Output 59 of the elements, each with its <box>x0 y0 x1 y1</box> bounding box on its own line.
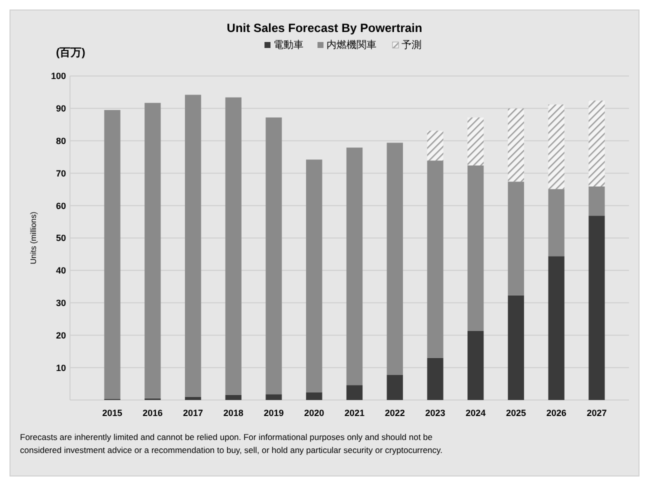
y-tick-label: 50 <box>56 233 66 244</box>
y-tick-label: 20 <box>56 330 66 340</box>
x-tick-label: 2020 <box>304 408 324 418</box>
legend-label: 内燃機関車 <box>326 39 376 51</box>
bar <box>468 165 484 331</box>
text: Forecasts are inherently limited and cannot be relied upon. For informational purposes only and should not be considered investment advice or a recommendation to buy, sell, or hold any particular security or cryptocurrency. <box>20 432 443 455</box>
bar <box>386 142 403 375</box>
x-tick-label: 2021 <box>344 408 365 418</box>
bar <box>427 358 444 400</box>
y-tick-label: 80 <box>56 136 66 146</box>
x-tick-label: 2023 <box>425 408 446 418</box>
x-tick-label: 2024 <box>466 408 486 418</box>
bar <box>588 216 605 400</box>
bar <box>306 392 322 400</box>
bar <box>588 100 605 186</box>
y-tick-label: 10 <box>56 362 66 373</box>
bar <box>225 97 242 395</box>
y-axis-title: Units (millions) <box>29 211 38 264</box>
y-tick-label: 40 <box>56 266 66 276</box>
x-tick-label: 2022 <box>384 408 405 418</box>
bar <box>548 189 564 256</box>
x-tick-label: 2016 <box>142 408 163 418</box>
bar <box>184 94 202 397</box>
bar <box>306 160 322 392</box>
bar <box>184 396 202 400</box>
bar <box>508 182 524 296</box>
bar <box>427 160 444 358</box>
bar <box>225 394 242 400</box>
bar <box>508 108 524 182</box>
y-tick-label: 90 <box>56 104 66 114</box>
legend-label: 電動車 <box>274 39 304 51</box>
bar <box>427 130 444 161</box>
bar <box>588 186 605 216</box>
x-tick-label: 2018 <box>223 408 244 418</box>
bar <box>266 394 282 400</box>
bar <box>468 117 484 166</box>
text: (百万) <box>56 47 86 59</box>
chart-title: Unit Sales Forecast By Powertrain <box>226 21 422 35</box>
bar <box>508 295 524 400</box>
bar <box>266 117 282 394</box>
x-tick-label: 2027 <box>586 408 607 418</box>
x-tick-label: 2025 <box>506 408 526 418</box>
legend-label: 予測 <box>402 39 422 51</box>
y-tick-label: 100 <box>50 71 66 82</box>
x-tick-label: 2026 <box>546 408 566 418</box>
bar <box>548 256 564 400</box>
bar <box>468 330 484 400</box>
bar <box>346 148 363 386</box>
bar <box>346 385 363 400</box>
y-tick-label: 70 <box>56 168 66 178</box>
bar <box>104 110 120 400</box>
y-tick-label: 30 <box>56 298 66 308</box>
bar <box>144 102 161 398</box>
x-tick-label: 2019 <box>264 408 284 418</box>
bar <box>386 374 403 400</box>
x-tick-label: 2015 <box>102 408 122 418</box>
y-tick-label: 60 <box>56 200 66 211</box>
bar <box>548 104 564 190</box>
x-tick-label: 2017 <box>183 408 204 418</box>
